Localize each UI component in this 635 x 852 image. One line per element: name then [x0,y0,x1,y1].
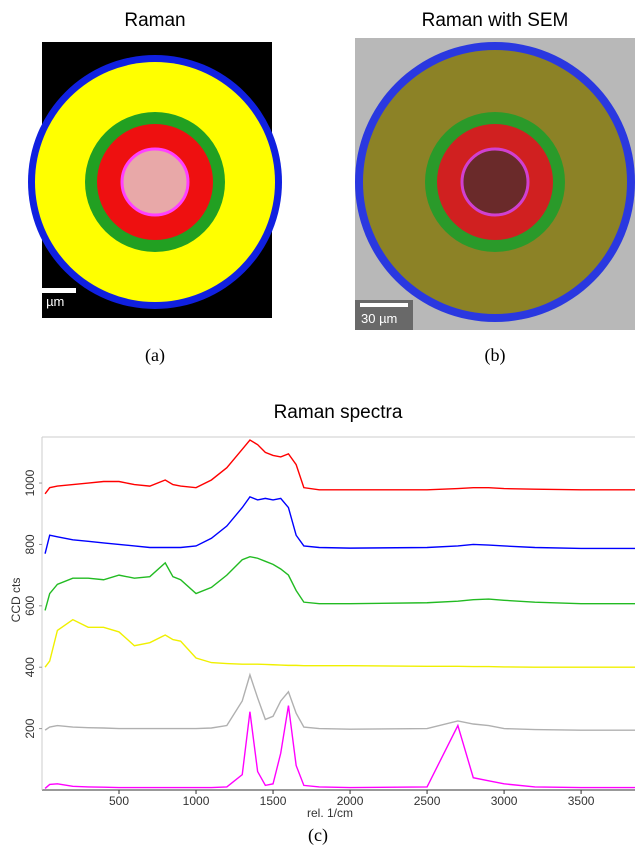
x-tick-label: 2500 [414,794,441,808]
panel-caption: (a) [145,345,165,366]
x-tick-label: 500 [109,794,129,808]
x-tick-label: 3000 [491,794,518,808]
panel-title: Raman with SEM [422,10,569,31]
spectrum-line [44,672,635,731]
scale-bar-label: 30 µm [361,311,397,326]
y-tick-label: 400 [23,657,37,677]
x-axis-label: rel. 1/cm [307,806,353,820]
y-tick-label: 600 [23,595,37,615]
panel-title: Raman [124,10,185,31]
raman-map: 30 µm [28,42,282,318]
x-tick-label: 1500 [260,794,287,808]
spectrum-line [44,496,635,554]
x-tick-label: 1000 [183,794,210,808]
spectrum-line [44,618,635,668]
panel-caption: (b) [485,345,506,366]
x-tick-label: 3500 [568,794,595,808]
spectrum-line [44,555,635,611]
panel-caption: (c) [308,825,328,846]
raman-sem-map: 30 µm [355,38,635,330]
y-axis-label: CCD cts [9,578,23,623]
x-tick-label: 2000 [337,794,364,808]
y-tick-label: 800 [23,534,37,554]
y-tick-label: 1000 [23,469,37,496]
spectrum-line [44,705,635,789]
spectrum-line [44,439,635,495]
chart-title: Raman spectra [274,402,403,423]
scale-bar-label: 30 µm [28,294,64,309]
y-tick-label: 200 [23,718,37,738]
